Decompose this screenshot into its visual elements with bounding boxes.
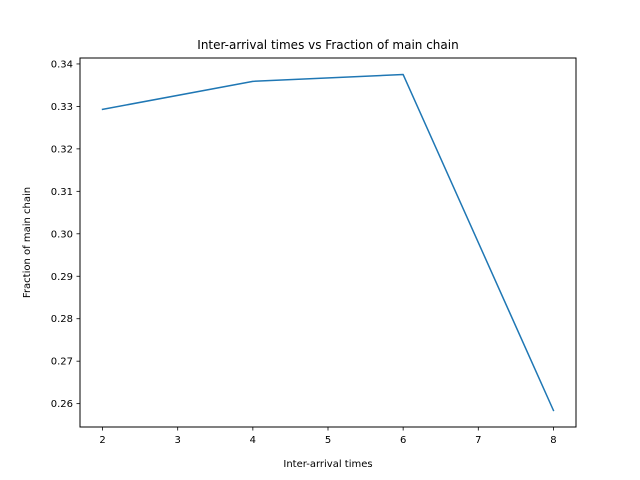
y-tick-label: 0.30 bbox=[51, 229, 73, 240]
series-layer bbox=[101, 73, 555, 412]
x-tick-label: 5 bbox=[325, 435, 331, 446]
x-tick-label: 6 bbox=[400, 435, 406, 446]
x-axis-label: Inter-arrival times bbox=[283, 459, 372, 470]
y-axis-label: Fraction of main chain bbox=[22, 187, 33, 298]
x-tick-label: 4 bbox=[250, 435, 256, 446]
y-tick-label: 0.32 bbox=[51, 144, 73, 155]
y-tick-label: 0.33 bbox=[51, 102, 73, 113]
y-tick-label: 0.26 bbox=[51, 399, 73, 410]
y-tick-label: 0.31 bbox=[51, 187, 73, 198]
x-tick-label: 7 bbox=[475, 435, 481, 446]
y-tick-label: 0.34 bbox=[51, 59, 73, 70]
y-tick-label: 0.28 bbox=[51, 314, 73, 325]
series-line bbox=[101, 73, 555, 412]
chart-title: Inter-arrival times vs Fraction of main … bbox=[197, 38, 458, 52]
x-tick-label: 2 bbox=[99, 435, 105, 446]
x-tick-label: 3 bbox=[175, 435, 181, 446]
y-tick-label: 0.29 bbox=[51, 272, 73, 283]
y-axis: 0.26 0.27 0.28 0.29 0.30 0.31 0.32 0.33 0.34 bbox=[51, 59, 80, 410]
x-axis: 2 3 4 5 6 7 8 bbox=[99, 427, 557, 446]
y-tick-label: 0.27 bbox=[51, 357, 73, 368]
x-tick-label: 8 bbox=[550, 435, 556, 446]
